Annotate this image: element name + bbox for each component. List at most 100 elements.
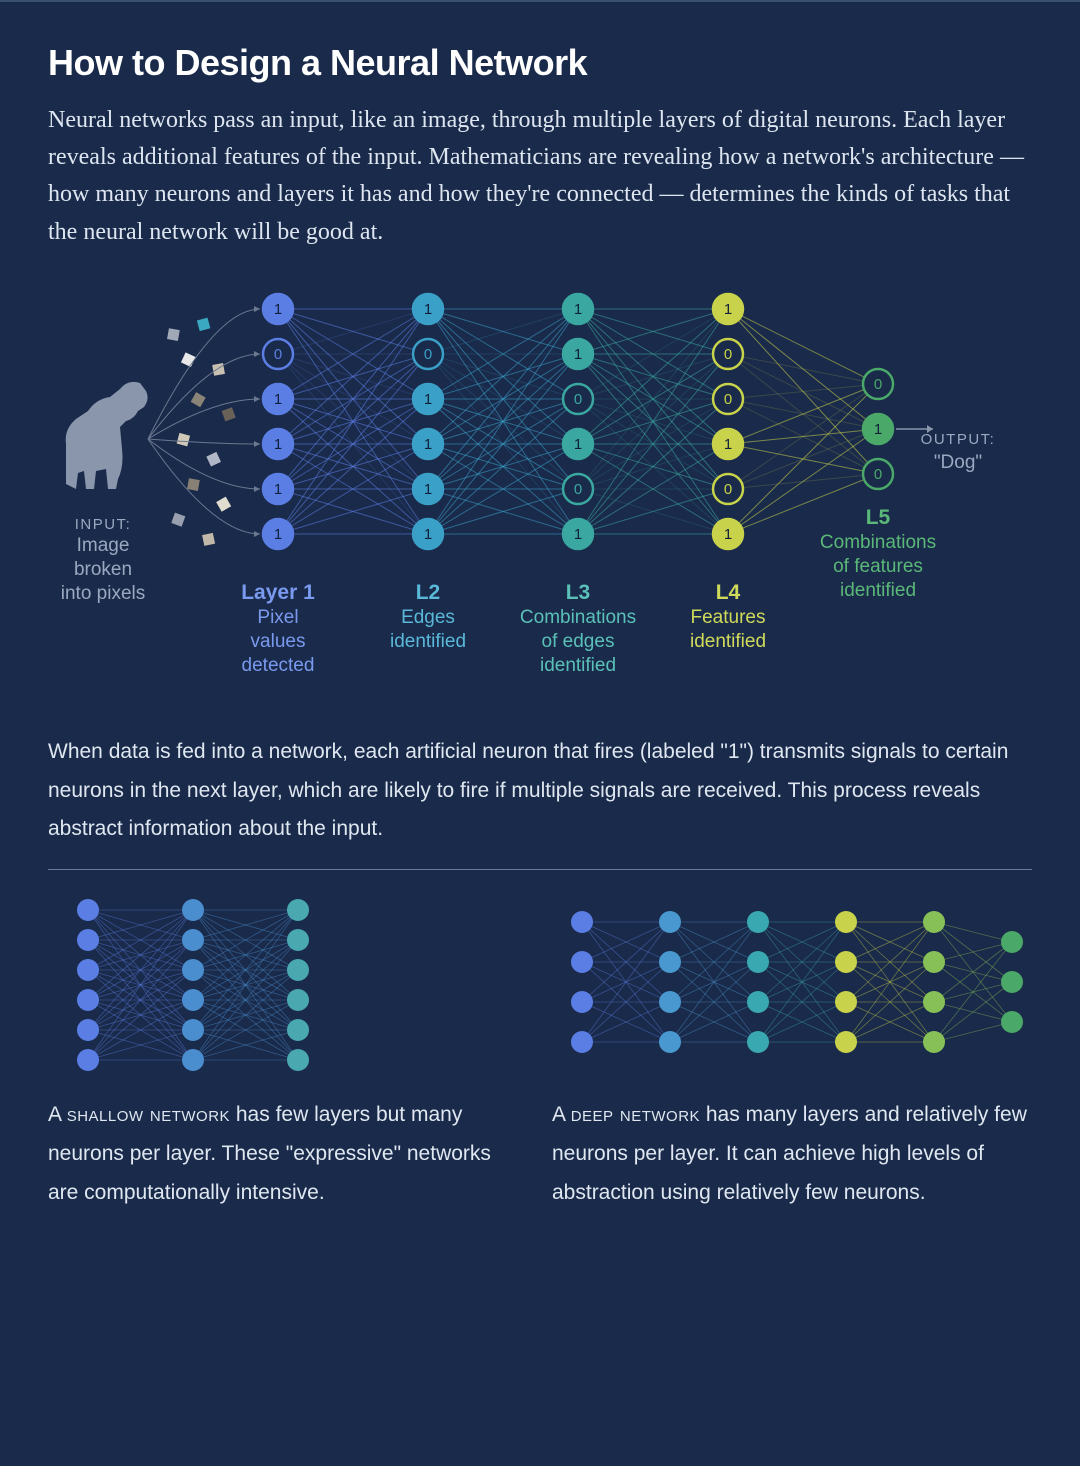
neuron-node <box>182 1049 204 1071</box>
input-line: broken <box>74 559 132 580</box>
layer-desc: Combinations <box>520 607 636 628</box>
neuron-value: 1 <box>274 301 282 318</box>
shallow-network-svg <box>48 892 388 1082</box>
network-edge <box>934 982 1012 1042</box>
neuron-value: 1 <box>574 301 582 318</box>
neuron-value: 0 <box>574 481 582 498</box>
neuron-node <box>77 989 99 1011</box>
pixel-square <box>197 317 210 330</box>
layer-desc: Features <box>691 607 766 628</box>
neuron-node <box>747 911 769 933</box>
neuron-node <box>77 1019 99 1041</box>
neuron-node <box>747 951 769 973</box>
neuron-value: 0 <box>574 391 582 408</box>
neuron-node <box>287 1019 309 1041</box>
neuron-value: 1 <box>574 346 582 363</box>
neuron-node <box>923 911 945 933</box>
shallow-smallcaps: shallow network <box>67 1103 230 1126</box>
neuron-value: 0 <box>874 466 882 483</box>
neuron-node <box>1001 931 1023 953</box>
neuron-node <box>571 911 593 933</box>
neuron-value: 1 <box>424 436 432 453</box>
pixel-square <box>206 452 221 467</box>
neuron-value: 0 <box>724 391 732 408</box>
network-edge <box>934 942 1012 962</box>
neuron-node <box>77 899 99 921</box>
neuron-node <box>835 911 857 933</box>
input-title: INPUT: <box>75 516 132 533</box>
network-edge <box>934 922 1012 942</box>
neuron-node <box>287 899 309 921</box>
neuron-node <box>659 991 681 1013</box>
neuron-node <box>287 989 309 1011</box>
layer-desc: Pixel <box>257 607 298 628</box>
deep-network-svg <box>552 892 1032 1082</box>
neuron-value: 1 <box>724 301 732 318</box>
neuron-node <box>659 1031 681 1053</box>
middle-paragraph: When data is fed into a network, each ar… <box>48 733 1032 850</box>
layer-name: L5 <box>866 506 891 529</box>
network-edge <box>934 942 1012 1002</box>
network-edge <box>934 1022 1012 1042</box>
output-title: OUTPUT: <box>921 431 996 448</box>
pixel-square <box>181 352 196 367</box>
layer-name: Layer 1 <box>241 581 315 604</box>
neuron-node <box>923 951 945 973</box>
neuron-node <box>77 959 99 981</box>
neuron-node <box>77 929 99 951</box>
neuron-node <box>923 991 945 1013</box>
pixel-square <box>216 496 231 511</box>
pixel-square <box>171 512 185 526</box>
deep-network-text: A deep network has many layers and relat… <box>552 1096 1032 1213</box>
neuron-value: 1 <box>274 481 282 498</box>
pixel-square <box>187 478 200 491</box>
input-arrow <box>148 439 260 489</box>
intro-paragraph: Neural networks pass an input, like an i… <box>48 102 1032 251</box>
neuron-value: 1 <box>874 421 882 438</box>
neuron-value: 1 <box>574 526 582 543</box>
input-arrow <box>148 439 260 444</box>
layer-desc: identified <box>390 631 466 652</box>
neuron-value: 1 <box>424 526 432 543</box>
layer-name: L2 <box>416 581 441 604</box>
input-line: Image <box>77 535 130 556</box>
layer-desc: Combinations <box>820 532 936 553</box>
neuron-value: 0 <box>724 481 732 498</box>
main-network-svg: 101111101111110101100101010Layer 1Pixelv… <box>48 279 1028 709</box>
neuron-node <box>287 959 309 981</box>
network-edge <box>934 942 1012 1042</box>
neuron-value: 0 <box>724 346 732 363</box>
input-arrow <box>148 439 260 534</box>
neuron-value: 0 <box>424 346 432 363</box>
neuron-node <box>571 951 593 973</box>
deep-smallcaps: deep network <box>571 1103 700 1126</box>
neuron-node <box>571 991 593 1013</box>
comparison-row: A shallow network has few layers but man… <box>48 892 1032 1213</box>
neuron-value: 0 <box>874 376 882 393</box>
neuron-value: 1 <box>424 301 432 318</box>
input-arrow <box>148 354 260 439</box>
neuron-node <box>571 1031 593 1053</box>
neuron-value: 1 <box>274 436 282 453</box>
layer-desc: identified <box>540 655 616 676</box>
input-arrow <box>148 399 260 439</box>
network-edge <box>728 309 878 384</box>
shallow-prefix: A <box>48 1103 67 1126</box>
layer-desc: values <box>251 631 306 652</box>
deep-prefix: A <box>552 1103 571 1126</box>
neuron-node <box>182 899 204 921</box>
neuron-value: 1 <box>574 436 582 453</box>
neuron-node <box>182 1019 204 1041</box>
layer-desc: of features <box>833 556 923 577</box>
neuron-node <box>77 1049 99 1071</box>
neuron-value: 1 <box>274 526 282 543</box>
neuron-node <box>1001 971 1023 993</box>
neuron-node <box>287 1049 309 1071</box>
neuron-node <box>835 951 857 973</box>
pixel-square <box>167 328 180 341</box>
neuron-node <box>835 991 857 1013</box>
neuron-node <box>923 1031 945 1053</box>
neuron-value: 1 <box>424 481 432 498</box>
pixel-square <box>202 533 215 546</box>
neuron-node <box>1001 1011 1023 1033</box>
